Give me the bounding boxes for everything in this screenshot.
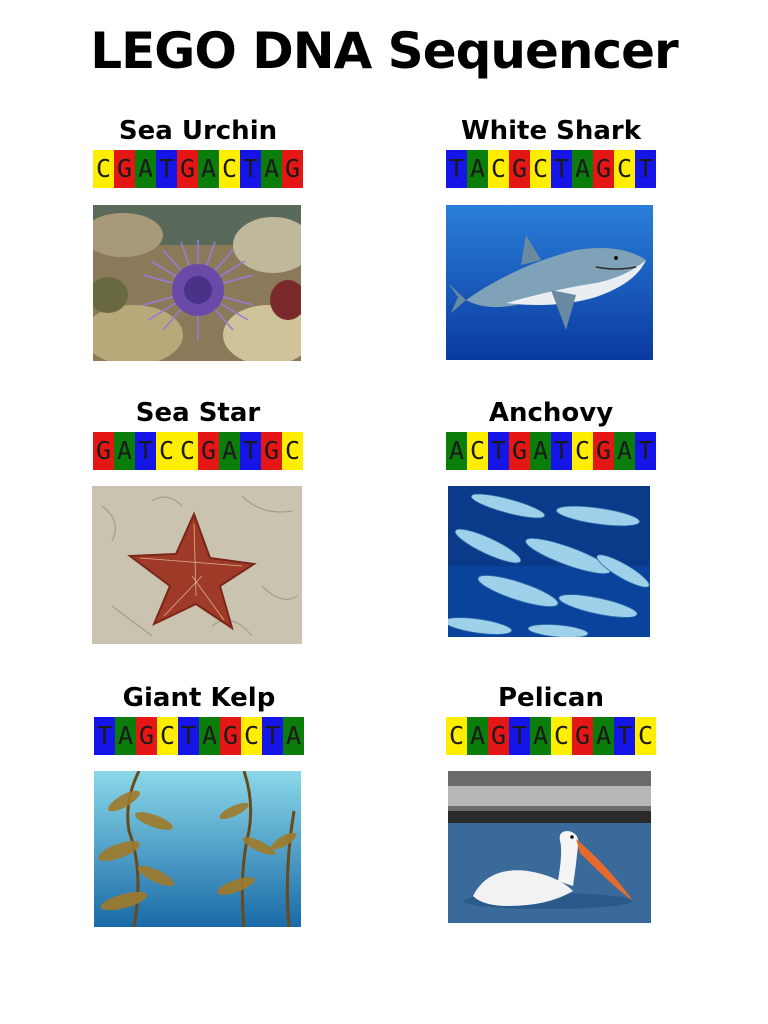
dna-base: C (177, 432, 198, 470)
dna-base: G (572, 717, 593, 755)
dna-base: A (198, 150, 219, 188)
giant-kelp-photo (94, 771, 301, 927)
dna-base: G (136, 717, 157, 755)
dna-base: G (177, 150, 198, 188)
dna-base: T (551, 150, 572, 188)
dna-base: T (240, 150, 261, 188)
dna-base: T (94, 717, 115, 755)
dna-base: A (572, 150, 593, 188)
dna-base: C (572, 432, 593, 470)
anchovy-photo (448, 486, 650, 637)
dna-base: T (446, 150, 467, 188)
dna-base: A (114, 432, 135, 470)
dna-base: C (551, 717, 572, 755)
dna-base: A (219, 432, 240, 470)
dna-base: A (261, 150, 282, 188)
dna-base: C (93, 150, 114, 188)
dna-base: C (614, 150, 635, 188)
dna-base: T (135, 432, 156, 470)
dna-base: A (530, 432, 551, 470)
dna-base: C (635, 717, 656, 755)
dna-base: C (241, 717, 262, 755)
dna-base: C (156, 432, 177, 470)
dna-base: A (446, 432, 467, 470)
dna-base: G (509, 432, 530, 470)
dna-base: T (240, 432, 261, 470)
dna-base: C (219, 150, 240, 188)
dna-base: A (199, 717, 220, 755)
sea-urchin-photo (93, 205, 301, 361)
organism-name: White Shark (460, 116, 642, 146)
sea-star-photo (92, 486, 302, 644)
dna-base: C (446, 717, 467, 755)
organism-name: Anchovy (488, 398, 614, 428)
dna-base: G (593, 432, 614, 470)
dna-base: G (93, 432, 114, 470)
page-title: LEGO DNA Sequencer (90, 22, 678, 80)
dna-base: T (635, 150, 656, 188)
dna-base: G (220, 717, 241, 755)
dna-base: C (530, 150, 551, 188)
dna-base: A (115, 717, 136, 755)
organism-name: Giant Kelp (122, 683, 276, 713)
dna-base: C (157, 717, 178, 755)
organism-name: Pelican (498, 683, 604, 713)
dna-base: T (614, 717, 635, 755)
dna-base: T (509, 717, 530, 755)
dna-base: C (467, 432, 488, 470)
dna-base: A (283, 717, 304, 755)
dna-base: A (530, 717, 551, 755)
dna-base: G (198, 432, 219, 470)
white-shark-photo (446, 205, 653, 360)
dna-base: A (135, 150, 156, 188)
dna-base: G (593, 150, 614, 188)
dna-base: T (551, 432, 572, 470)
dna-base: G (488, 717, 509, 755)
dna-base: G (509, 150, 530, 188)
dna-base: T (488, 432, 509, 470)
dna-base: G (282, 150, 303, 188)
dna-base: A (614, 432, 635, 470)
dna-base: A (467, 717, 488, 755)
pelican-photo (448, 771, 651, 923)
organism-name: Sea Urchin (118, 116, 278, 146)
dna-base: G (114, 150, 135, 188)
dna-base: T (262, 717, 283, 755)
organism-name: Sea Star (135, 398, 261, 428)
dna-base: T (178, 717, 199, 755)
dna-base: T (156, 150, 177, 188)
dna-base: A (467, 150, 488, 188)
dna-base: A (593, 717, 614, 755)
dna-base: T (635, 432, 656, 470)
dna-base: C (282, 432, 303, 470)
dna-base: G (261, 432, 282, 470)
dna-base: C (488, 150, 509, 188)
